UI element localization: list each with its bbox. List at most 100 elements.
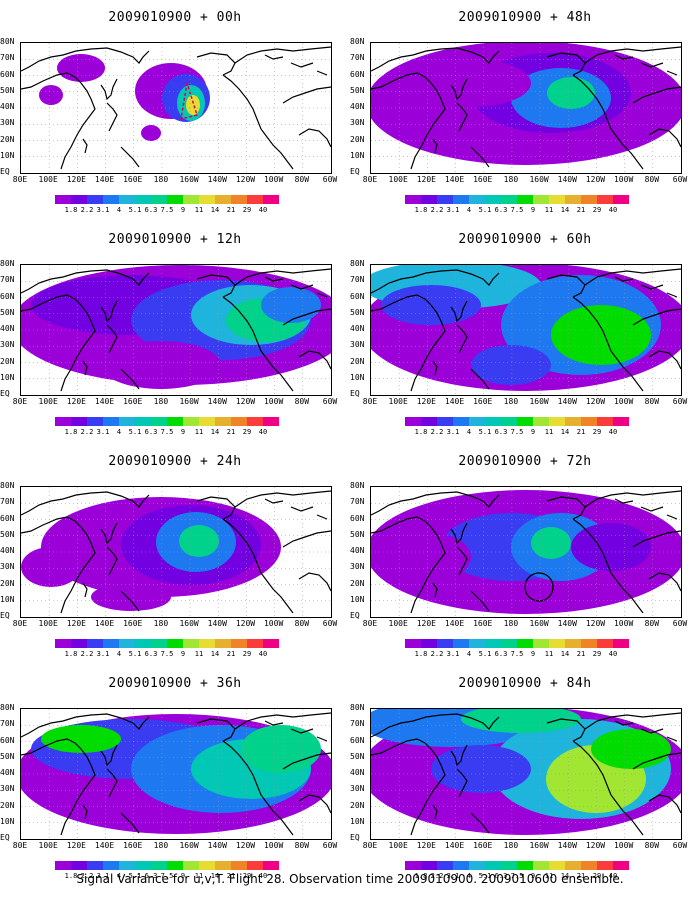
variance-shading xyxy=(179,525,219,557)
colorbar-swatch xyxy=(151,195,167,204)
colorbar-label: 7.5 xyxy=(510,428,524,436)
colorbar-swatch xyxy=(565,861,581,870)
colorbar-label: 9 xyxy=(180,872,186,880)
panel-title: 2009010900 + 72h xyxy=(458,454,592,469)
coastline xyxy=(234,712,331,730)
lon-label: 80W xyxy=(644,841,660,850)
lon-label: 80E xyxy=(362,397,378,406)
lon-label: 60W xyxy=(672,841,688,850)
lat-label: 30N xyxy=(0,340,15,350)
lat-label: 60N xyxy=(0,69,15,79)
lon-label: 60W xyxy=(322,397,338,406)
colorbar-swatch xyxy=(199,639,215,648)
coastline xyxy=(222,740,294,836)
colorbar-swatch xyxy=(549,417,565,426)
colorbar-label: 11 xyxy=(544,872,554,880)
lat-label: 70N xyxy=(350,53,365,63)
colorbar-label: 7.5 xyxy=(510,650,524,658)
map-panel: 2009010900 + 00h 80N 70N 60N 50N 40N 30N 20N 10N… xyxy=(0,0,350,222)
lon-label: 60W xyxy=(672,397,688,406)
colorbar-swatch xyxy=(421,861,437,870)
colorbar-swatch xyxy=(247,639,263,648)
colorbar-swatch xyxy=(549,195,565,204)
colorbar-swatch xyxy=(87,417,103,426)
coastline xyxy=(82,138,88,154)
colorbar-swatch xyxy=(199,861,215,870)
lon-label: 160W xyxy=(529,841,549,850)
lat-label: 30N xyxy=(0,784,15,794)
colorbar-label: 9 xyxy=(180,428,186,436)
lat-label: 80N xyxy=(0,703,15,712)
lon-label: 160W xyxy=(179,397,199,406)
colorbar-label: 11 xyxy=(194,428,204,436)
colorbar-label: 7.5 xyxy=(510,872,524,880)
map-area xyxy=(370,264,682,396)
lat-label: 10N xyxy=(0,816,15,826)
lon-label: 160E xyxy=(123,841,143,850)
colorbar-swatch xyxy=(119,195,135,204)
colorbar-label: 11 xyxy=(544,206,554,214)
coastline xyxy=(100,300,118,323)
colorbar-swatch xyxy=(71,417,87,426)
lat-label: EQ xyxy=(350,833,360,842)
lon-label: 180 xyxy=(153,619,169,628)
lat-label: 40N xyxy=(350,768,365,777)
coastline xyxy=(21,713,150,738)
lon-label: 160E xyxy=(473,619,493,628)
colorbar-label: 9 xyxy=(530,428,536,436)
coastline xyxy=(21,294,96,392)
colorbar-swatch xyxy=(581,195,597,204)
lon-label: 180 xyxy=(503,397,519,406)
lat-label: 60N xyxy=(350,291,365,301)
colorbar-label: 29 xyxy=(242,206,252,214)
lat-label: EQ xyxy=(0,167,10,176)
colorbar-swatch xyxy=(565,417,581,426)
lat-label: 70N xyxy=(0,497,15,507)
colorbar-label: 9 xyxy=(180,206,186,214)
lon-label: 160W xyxy=(179,619,199,628)
lat-label: 20N xyxy=(0,800,15,810)
coastline xyxy=(21,269,150,294)
colorbar-label: 1.8 xyxy=(414,650,428,658)
variance-shading xyxy=(531,527,571,559)
lat-label: 60N xyxy=(0,291,15,301)
colorbar-swatch xyxy=(231,639,247,648)
colorbar-swatch xyxy=(517,861,533,870)
coastline xyxy=(21,491,150,516)
colorbar-label: 40 xyxy=(258,650,268,658)
colorbar-swatch xyxy=(421,639,437,648)
lat-label: 50N xyxy=(350,307,365,317)
colorbar-swatch xyxy=(87,195,103,204)
lon-label: 120W xyxy=(585,841,606,850)
coastline xyxy=(450,78,468,101)
colorbar-label: 1.8 xyxy=(414,428,428,436)
coastline xyxy=(234,268,331,286)
coastline xyxy=(632,752,681,770)
coastline xyxy=(371,72,446,170)
variance-shading xyxy=(471,345,551,385)
lon-label: 140E xyxy=(94,397,115,406)
colorbar-label: 9 xyxy=(530,650,536,658)
colorbar-swatch xyxy=(581,861,597,870)
colorbar-swatch xyxy=(71,639,87,648)
lat-label: 70N xyxy=(350,275,365,285)
colorbar-label: 3.1 xyxy=(446,650,460,658)
lon-label: 100W xyxy=(263,397,284,406)
lon-label: 60W xyxy=(322,175,338,184)
coastline xyxy=(546,496,586,520)
lat-label: 30N xyxy=(350,784,365,794)
colorbar-swatch xyxy=(167,861,183,870)
coastline xyxy=(298,350,331,370)
coastline xyxy=(282,752,331,770)
variance-shading xyxy=(547,77,595,109)
coastline xyxy=(632,530,681,548)
colorbar-label: 5.1 xyxy=(128,650,142,658)
colorbar-swatch xyxy=(469,195,485,204)
colorbar-swatch xyxy=(549,639,565,648)
lat-label: 80N xyxy=(350,259,365,268)
lat-label: 20N xyxy=(350,578,365,588)
lon-label: 160E xyxy=(473,841,493,850)
coastline xyxy=(298,572,331,592)
coastline xyxy=(82,582,88,598)
lon-label: 180 xyxy=(153,841,169,850)
